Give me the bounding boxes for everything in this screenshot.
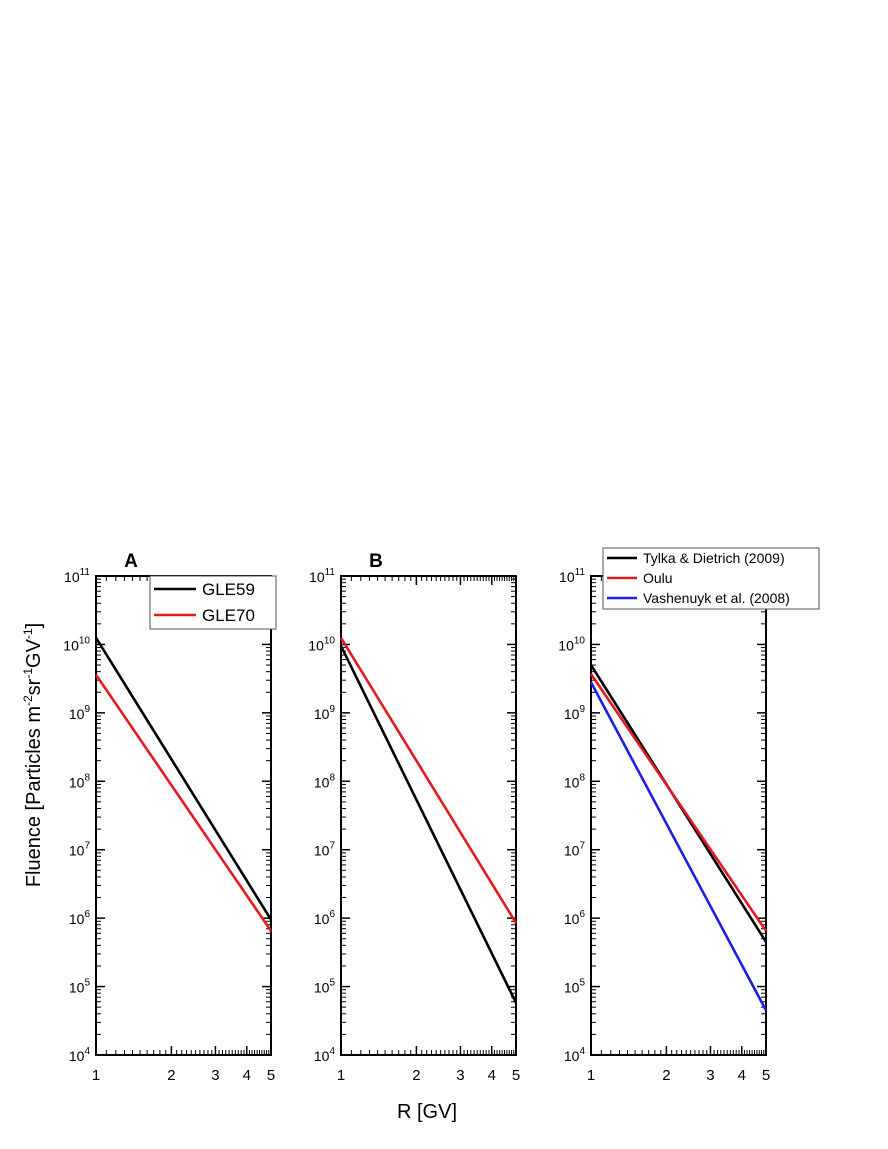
- legend-entry: Oulu: [643, 570, 673, 586]
- series-line-2: [589, 673, 768, 932]
- x-tick-label: 4: [738, 1067, 746, 1084]
- y-tick-label: 106: [564, 909, 586, 927]
- x-tick-label: 2: [412, 1067, 420, 1084]
- y-tick-label: 109: [69, 704, 91, 722]
- y-tick-label: 105: [564, 978, 586, 996]
- series-line-2: [339, 637, 518, 924]
- y-tick-label: 1010: [63, 635, 90, 653]
- x-axis-label: R [GV]: [397, 1101, 457, 1123]
- x-tick-label: 1: [587, 1067, 595, 1084]
- x-tick-label: 1: [92, 1067, 100, 1084]
- y-tick-label: 1011: [309, 567, 335, 585]
- panel-label: A: [124, 551, 138, 572]
- plot-frame: [590, 575, 767, 1056]
- y-tick-label: 109: [564, 704, 586, 722]
- panel-c: 1041051061071081091010101112345CTylka & …: [558, 547, 820, 1084]
- y-tick-label: 106: [69, 909, 91, 927]
- y-axis-label: Fluence [Particles m-2sr-1GV-1]: [21, 623, 45, 887]
- y-tick-label: 107: [69, 841, 91, 859]
- series-line-3: [589, 681, 768, 1011]
- series-line-2: [94, 674, 273, 932]
- series-line-1: [94, 637, 273, 921]
- y-tick-label: 1010: [308, 635, 335, 653]
- y-axis-label-sup-1: -2: [21, 695, 35, 706]
- panel-label: B: [369, 551, 383, 572]
- legend-entry: GLE59: [202, 580, 255, 599]
- y-tick-label: 107: [314, 841, 336, 859]
- y-axis-label-mid-2: GV: [23, 638, 45, 668]
- legend-entry: Tylka & Dietrich (2009): [643, 550, 785, 566]
- x-tick-label: 2: [167, 1067, 175, 1084]
- x-tick-label: 5: [762, 1067, 770, 1084]
- x-tick-label: 3: [456, 1067, 464, 1084]
- y-tick-label: 1011: [64, 567, 90, 585]
- y-tick-label: 109: [314, 704, 336, 722]
- y-axis-label-sup-2: -1: [21, 668, 35, 679]
- x-tick-label: 4: [488, 1067, 496, 1084]
- y-axis-label-main: Fluence [Particles m: [23, 706, 45, 887]
- legend: GLE59 GLE70: [149, 575, 277, 630]
- x-tick-label: 1: [337, 1067, 345, 1084]
- legend-entry: GLE70: [202, 606, 255, 625]
- legend-box: [602, 547, 820, 610]
- y-tick-label: 107: [564, 841, 586, 859]
- y-tick-label: 108: [69, 772, 91, 790]
- plot-frame: [340, 575, 517, 1056]
- x-tick-label: 5: [512, 1067, 520, 1084]
- y-axis-label-sup-3: -1: [21, 628, 35, 639]
- y-tick-label: 108: [314, 772, 336, 790]
- legend-entry: Vashenuyk et al. (2008): [643, 590, 790, 606]
- y-tick-label: 105: [314, 978, 336, 996]
- y-tick-label: 105: [69, 978, 91, 996]
- legend: Tylka & Dietrich (2009) Oulu Vashenuyk et …: [602, 547, 820, 610]
- y-axis-label-mid-1: sr: [23, 678, 45, 695]
- y-axis-label-end: ]: [23, 623, 45, 629]
- y-tick-label: 104: [564, 1046, 586, 1064]
- x-tick-label: 3: [211, 1067, 219, 1084]
- y-tick-label: 1011: [559, 567, 585, 585]
- x-tick-label: 5: [267, 1067, 275, 1084]
- x-tick-label: 3: [706, 1067, 714, 1084]
- series-line-1: [339, 645, 518, 1004]
- panel-b: 104 105 106 107 108 109 1010 1011 1 2 3 4 5 B: [308, 551, 520, 1084]
- y-tick-label: 1010: [558, 635, 585, 653]
- y-tick-label: 104: [69, 1046, 91, 1064]
- y-tick-label: 108: [564, 772, 586, 790]
- x-tick-label: 4: [243, 1067, 251, 1084]
- legend-box: [149, 575, 277, 630]
- y-tick-label: 104: [314, 1046, 336, 1064]
- x-tick-label: 2: [662, 1067, 670, 1084]
- plot-frame: [95, 575, 272, 1056]
- y-tick-label: 106: [314, 909, 336, 927]
